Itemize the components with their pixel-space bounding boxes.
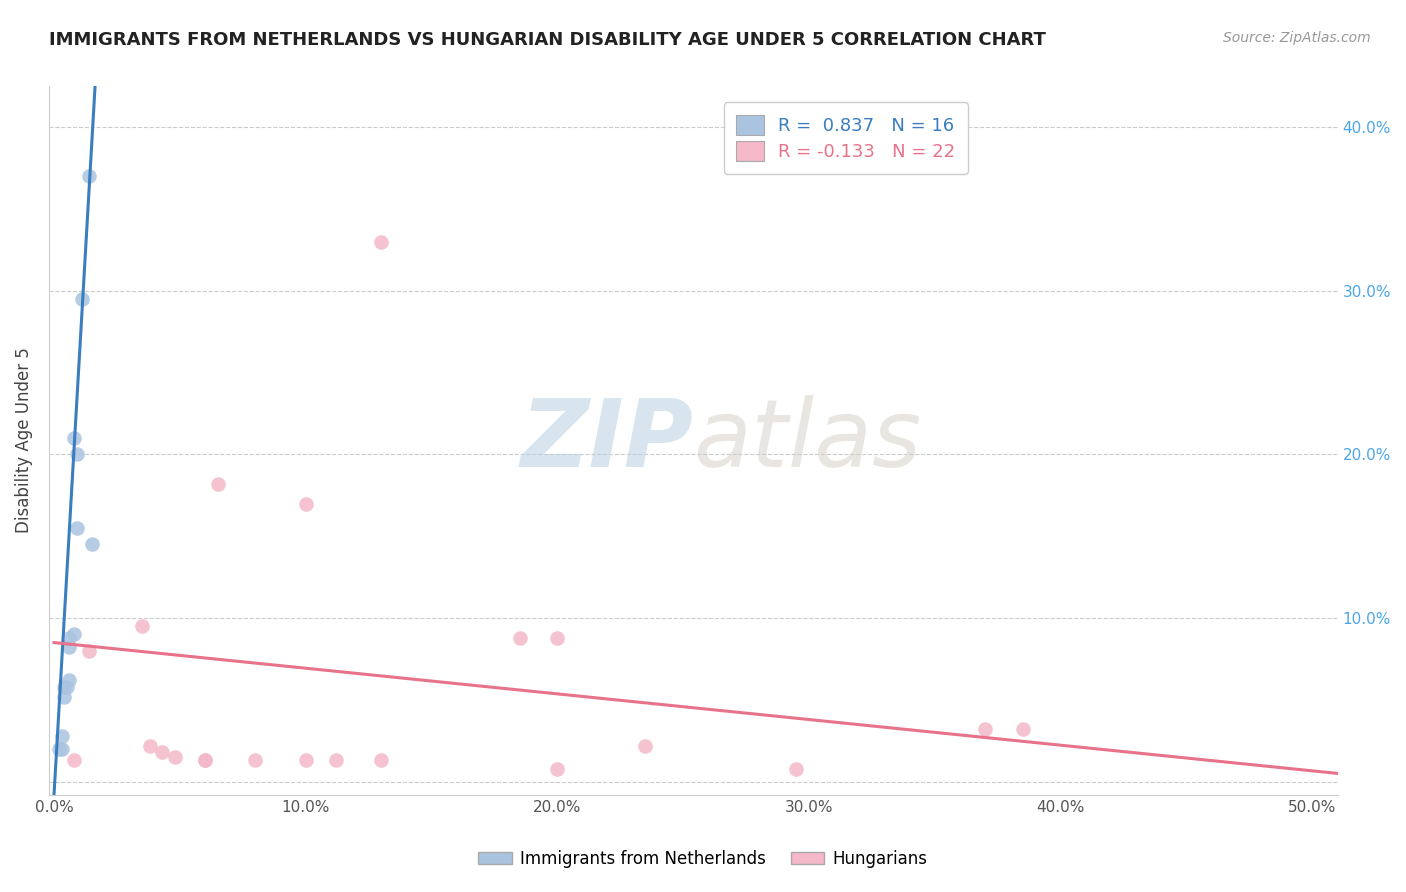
Point	[294, 496, 316, 510]
Point	[194, 753, 217, 767]
Point	[509, 631, 531, 645]
Point	[63, 431, 86, 445]
Legend: R =  0.837   N = 16, R = -0.133   N = 22: R = 0.837 N = 16, R = -0.133 N = 22	[724, 103, 967, 174]
Point	[51, 742, 73, 756]
Text: Source: ZipAtlas.com: Source: ZipAtlas.com	[1223, 31, 1371, 45]
Point	[66, 447, 89, 461]
Point	[58, 631, 80, 645]
Point	[80, 537, 103, 551]
Point	[77, 644, 100, 658]
Point	[207, 476, 229, 491]
Point	[63, 753, 86, 767]
Point	[77, 169, 100, 184]
Point	[51, 729, 73, 743]
Legend: Immigrants from Netherlands, Hungarians: Immigrants from Netherlands, Hungarians	[472, 844, 934, 875]
Point	[974, 723, 997, 737]
Point	[55, 680, 77, 694]
Text: atlas: atlas	[693, 395, 921, 486]
Point	[546, 762, 568, 776]
Point	[370, 235, 392, 249]
Point	[1012, 723, 1035, 737]
Point	[294, 753, 316, 767]
Point	[53, 680, 76, 694]
Point	[63, 627, 86, 641]
Point	[546, 631, 568, 645]
Text: IMMIGRANTS FROM NETHERLANDS VS HUNGARIAN DISABILITY AGE UNDER 5 CORRELATION CHAR: IMMIGRANTS FROM NETHERLANDS VS HUNGARIAN…	[49, 31, 1046, 49]
Y-axis label: Disability Age Under 5: Disability Age Under 5	[15, 348, 32, 533]
Point	[58, 673, 80, 688]
Point	[370, 753, 392, 767]
Point	[48, 742, 70, 756]
Point	[70, 292, 93, 306]
Point	[131, 619, 153, 633]
Point	[194, 753, 217, 767]
Point	[150, 745, 173, 759]
Point	[245, 753, 267, 767]
Point	[786, 762, 808, 776]
Point	[58, 640, 80, 655]
Point	[66, 521, 89, 535]
Point	[634, 739, 657, 753]
Point	[163, 750, 186, 764]
Point	[325, 753, 347, 767]
Point	[138, 739, 160, 753]
Point	[53, 690, 76, 704]
Text: ZIP: ZIP	[520, 394, 693, 486]
